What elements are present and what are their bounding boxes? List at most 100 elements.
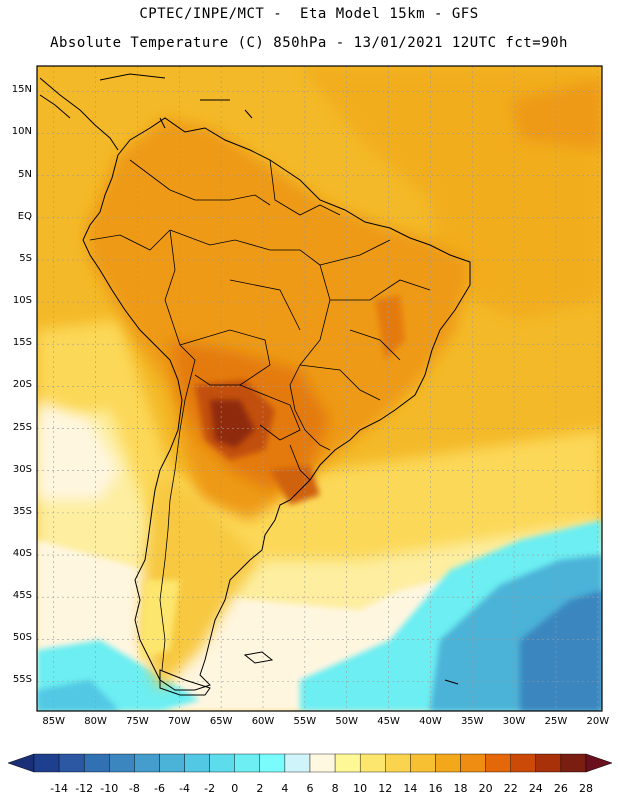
brazil-hot-spot [375,295,405,360]
longitude-label: 60W [251,716,275,727]
colorbar [7,753,613,773]
colorbar-label: 28 [579,782,593,795]
colorbar-label: 6 [306,782,314,795]
brazil-border-west [169,229,331,451]
map-frame [36,65,603,712]
colorbar-label: -12 [75,782,94,795]
falklands [243,651,274,664]
longitude-label: 80W [84,716,107,727]
latitude-label: 15N [11,84,32,96]
colorbar-label: 4 [281,782,289,795]
colorbar-swatch [234,753,261,773]
colorbar-swatch [309,753,336,773]
colorbar-under-arrow [7,753,35,773]
colorbar-label: 20 [478,782,493,795]
colorbar-swatch [535,753,562,773]
temperature-field [37,66,602,711]
latitude-label: 35S [12,505,32,517]
brazil-states [229,239,431,401]
colorbar-label: -6 [153,782,165,795]
paraguay-border [239,384,301,441]
latitude-label: 30S [12,463,32,475]
map-title-line1: CPTEC/INPE/MCT - Eta Model 15km - GFS [139,6,479,22]
colorbar-swatch [259,753,286,773]
colorbar-label: 14 [403,782,418,795]
latitude-label: EQ [17,210,32,222]
colorbar-label: 24 [528,782,543,795]
colorbar-label: -4 [179,782,191,795]
land-warm [85,118,470,520]
colorbar-label: 0 [231,782,239,795]
colorbar-swatch [410,753,436,773]
bolivia-border [179,329,271,386]
colorbar-swatch [134,753,160,773]
longitude-label: 50W [335,716,359,727]
colorbar-swatch [284,753,311,773]
caribbean-islands [99,73,253,129]
colorbar-swatch [485,753,511,773]
longitude-label: 30W [502,716,526,727]
warm-atlantic-patch [510,80,602,150]
colorbar-swatch [209,753,235,773]
south-georgia [444,679,459,685]
colorbar-swatch [159,753,185,773]
central-america [39,77,119,151]
tierra-del-fuego [159,669,211,696]
longitude-label: 70W [167,716,191,727]
colorbar-label: 2 [256,782,264,795]
latitude-label: 10N [11,126,32,138]
colorbar-over-arrow [585,753,613,773]
latitude-label: 50S [12,632,32,644]
graticule [37,66,602,711]
argentina-uruguay-border [289,444,311,481]
cold-ocean-sw [37,680,120,711]
coldest-ocean [520,590,602,711]
andes-south [140,580,180,660]
colorbar-label: 16 [428,782,443,795]
colorbar-swatch [435,753,461,773]
colorbar-label: 26 [553,782,568,795]
pacific-pale [37,400,120,500]
colorbar-swatch [58,753,85,773]
colorbar-swatch [33,753,60,773]
colorbar-label: 12 [378,782,393,795]
colorbar-label: 18 [453,782,468,795]
colorbar-swatch [385,753,411,773]
longitude-label: 45W [377,716,400,727]
colorbar-label: 8 [331,782,339,795]
andes-border [159,229,196,671]
longitude-label: 65W [209,716,233,727]
colorbar-swatch [334,753,361,773]
ecuador-peru-border [89,229,171,251]
longitude-label: 85W [42,716,66,727]
coastline [39,73,471,696]
colorbar-label: 22 [503,782,518,795]
colorbar-label: -10 [100,782,119,795]
colorbar-swatch [460,753,486,773]
longitude-label: 40W [419,716,442,727]
colombia-venezuela-border [129,159,271,206]
south-america-coast [82,117,471,691]
guianas-border [269,159,341,216]
latitude-label: 10S [12,295,32,307]
longitude-label: 55W [293,716,317,727]
colorbar-swatch [359,753,386,773]
colorbar-label: -14 [50,782,69,795]
colorbar-label: -2 [204,782,216,795]
latitude-label: 55S [12,674,32,686]
country-borders [89,159,431,671]
colorbar-swatch [510,753,537,773]
colorbar-swatch [184,753,210,773]
uruguay-hot-spot [270,465,320,505]
latitude-label: 5N [18,168,32,180]
longitude-label: 20W [586,716,610,727]
latitude-label: 15S [12,337,32,349]
colorbar-label: 10 [353,782,368,795]
latitude-label: 45S [12,590,32,602]
latitude-label: 5S [19,252,32,264]
map-title-line2: Absolute Temperature (C) 850hPa - 13/01/… [50,35,568,51]
latitude-label: 20S [12,379,32,391]
colorbar-swatch [109,753,135,773]
latitude-label: 25S [12,421,32,433]
